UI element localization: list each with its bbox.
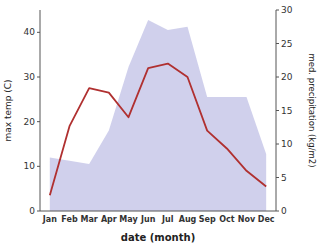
x-tick-label: Jan xyxy=(42,215,57,224)
y-axis-line xyxy=(40,10,41,211)
x-tick-label: Mar xyxy=(81,215,98,224)
x-tick-label: Dec xyxy=(258,215,275,224)
x-tick-label: Jul xyxy=(161,215,174,224)
precipitation-area xyxy=(50,20,266,211)
x-tick-label: Oct xyxy=(219,215,235,224)
y2-tick-label: 30 xyxy=(281,5,293,15)
x-tick-label: Apr xyxy=(101,215,117,224)
y2-tick xyxy=(276,110,279,111)
y2-tick-label: 20 xyxy=(281,72,293,82)
y2-tick xyxy=(276,43,279,44)
y-tick xyxy=(37,121,40,122)
x-tick-label: Sep xyxy=(199,215,216,224)
y2-axis-title: med. precipitation (kg/m2) xyxy=(307,53,317,167)
chart-svg: 0 10 20 30 40 0 5 10 15 20 25 30 Jan FebMarAprMayJun J… xyxy=(0,0,318,247)
x-axis-line xyxy=(40,211,276,212)
x-tick-label: Jun xyxy=(140,215,156,224)
x-tick-label: Aug xyxy=(179,215,197,224)
chart-container: 0 10 20 30 40 0 5 10 15 20 25 30 Jan FebMarAprMayJun J… xyxy=(0,0,318,247)
y-tick-label: 0 xyxy=(29,206,35,216)
x-tick-label: Feb xyxy=(61,215,78,224)
y-tick-label: 30 xyxy=(24,72,36,82)
y2-tick-label: 5 xyxy=(281,173,287,183)
x-tick-label: Nov xyxy=(238,215,256,224)
y-tick xyxy=(37,77,40,78)
temperature-line xyxy=(50,64,266,196)
y2-tick xyxy=(276,77,279,78)
y2-tick xyxy=(276,211,279,212)
x-axis-title: date (month) xyxy=(121,232,195,243)
y2-tick-label: 10 xyxy=(281,139,293,149)
y-tick-label: 20 xyxy=(24,117,36,127)
y-tick xyxy=(37,211,40,212)
y2-tick xyxy=(276,144,279,145)
y2-tick-label: 0 xyxy=(281,206,287,216)
x-tick-label: May xyxy=(119,215,138,224)
y-tick xyxy=(37,32,40,33)
axes: 0 10 20 30 40 0 5 10 15 20 25 30 Jan FebMarAprMayJun J… xyxy=(24,5,293,224)
y-tick-label: 10 xyxy=(24,161,36,171)
y2-tick-label: 15 xyxy=(281,106,292,116)
data-group xyxy=(50,20,266,211)
y-tick-label: 40 xyxy=(24,27,36,37)
y2-tick-label: 25 xyxy=(281,39,292,49)
y-axis-title: max temp (C) xyxy=(3,79,13,141)
y-tick xyxy=(37,166,40,167)
y2-tick xyxy=(276,10,279,11)
y2-tick xyxy=(276,177,279,178)
